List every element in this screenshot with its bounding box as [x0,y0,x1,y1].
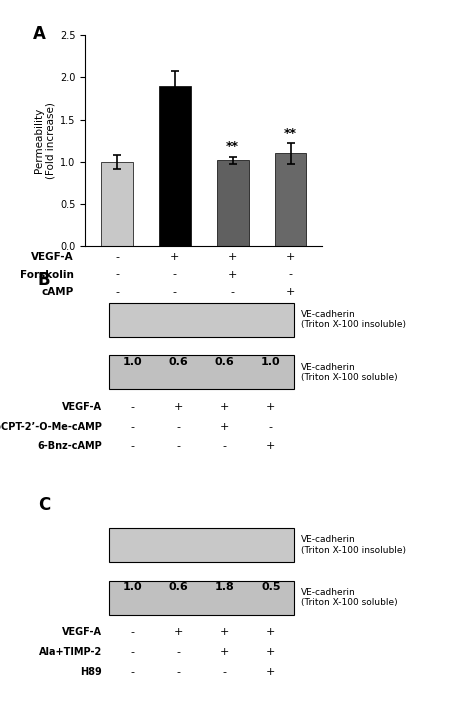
FancyBboxPatch shape [207,365,242,380]
Text: H89: H89 [80,667,102,677]
Text: VE-cadherin
(Triton X-100 insoluble): VE-cadherin (Triton X-100 insoluble) [301,310,406,329]
Text: 0.6: 0.6 [168,356,188,367]
Text: +: + [228,270,237,279]
FancyBboxPatch shape [208,315,242,325]
Text: +: + [173,402,183,412]
Text: -: - [130,422,134,432]
Text: 6-Bnz-cAMP: 6-Bnz-cAMP [37,441,102,451]
Text: Ala+TIMP-2: Ala+TIMP-2 [39,647,102,657]
Text: VE-cadherin
(Triton X-100 insoluble): VE-cadherin (Triton X-100 insoluble) [301,535,406,555]
Text: 0.5: 0.5 [261,582,281,592]
Text: -: - [231,287,235,297]
Text: -: - [130,627,134,637]
FancyBboxPatch shape [253,365,289,380]
FancyBboxPatch shape [115,541,149,549]
Text: -: - [173,270,177,279]
Text: +: + [220,422,229,432]
FancyBboxPatch shape [161,542,195,548]
Text: 1.8: 1.8 [215,582,235,592]
Text: **: ** [226,141,239,153]
Text: Forskolin: Forskolin [19,270,73,279]
Text: +: + [266,441,275,451]
Text: +: + [228,252,237,262]
Text: -: - [173,287,177,297]
Text: -: - [176,422,180,432]
Text: VEGF-A: VEGF-A [31,252,73,262]
FancyBboxPatch shape [161,315,195,325]
FancyBboxPatch shape [254,543,288,548]
Text: -: - [130,441,134,451]
Text: B: B [38,270,51,289]
Text: -: - [130,647,134,657]
FancyBboxPatch shape [254,313,288,327]
FancyBboxPatch shape [114,365,150,380]
FancyBboxPatch shape [253,590,289,605]
Text: +: + [286,252,295,262]
Text: VE-cadherin
(Triton X-100 soluble): VE-cadherin (Triton X-100 soluble) [301,588,398,608]
Text: cAMP: cAMP [41,287,73,297]
Text: 1.0: 1.0 [122,356,142,367]
FancyBboxPatch shape [161,365,196,380]
Text: +: + [220,627,229,637]
Text: -: - [223,441,227,451]
Text: VE-cadherin
(Triton X-100 soluble): VE-cadherin (Triton X-100 soluble) [301,363,398,382]
Text: +: + [173,627,183,637]
Text: -: - [115,287,119,297]
Text: +: + [220,402,229,412]
Text: +: + [220,647,229,657]
Text: -: - [115,252,119,262]
Text: C: C [38,496,50,514]
FancyBboxPatch shape [114,590,150,605]
Text: -: - [130,667,134,677]
Text: 1.0: 1.0 [122,582,142,592]
FancyBboxPatch shape [115,313,149,327]
Text: 0.6: 0.6 [168,582,188,592]
Text: +: + [266,667,275,677]
Text: +: + [266,627,275,637]
Text: -: - [176,441,180,451]
Text: -: - [130,402,134,412]
FancyBboxPatch shape [207,590,242,605]
Text: -: - [223,667,227,677]
Text: VEGF-A: VEGF-A [62,627,102,637]
Text: -: - [176,647,180,657]
Text: +: + [266,647,275,657]
Text: -: - [289,270,292,279]
Text: +: + [170,252,180,262]
Bar [217,161,249,246]
Text: A: A [33,25,46,43]
Text: VEGF-A: VEGF-A [62,402,102,412]
Text: 0.6: 0.6 [215,356,235,367]
Text: 1.0: 1.0 [261,356,281,367]
Text: -: - [115,270,119,279]
Bar [101,162,133,246]
Text: **: ** [284,127,297,140]
FancyBboxPatch shape [208,538,242,552]
Text: +: + [286,287,295,297]
Bar [274,153,306,246]
Text: -: - [176,667,180,677]
Y-axis label: Permeability
(Fold increase): Permeability (Fold increase) [34,102,56,180]
Text: 8-pCPT-2’-O-Me-cAMP: 8-pCPT-2’-O-Me-cAMP [0,422,102,432]
FancyBboxPatch shape [161,590,196,605]
Bar [159,86,191,246]
Text: -: - [269,422,273,432]
Text: +: + [266,402,275,412]
